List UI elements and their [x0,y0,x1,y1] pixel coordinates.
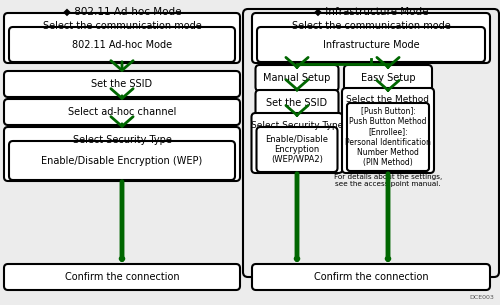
Text: Manual Setup: Manual Setup [264,73,330,83]
Text: Select the Method: Select the Method [346,95,430,105]
Text: Enable/Disable
Encryption
(WEP/WPA2): Enable/Disable Encryption (WEP/WPA2) [266,135,328,164]
Text: 802.11 Ad-hoc Mode: 802.11 Ad-hoc Mode [72,40,172,49]
FancyBboxPatch shape [243,9,499,277]
Text: Set the SSID: Set the SSID [266,98,328,108]
FancyBboxPatch shape [256,65,338,91]
Text: ◆ 802.11 Ad-hoc Mode: ◆ 802.11 Ad-hoc Mode [63,7,181,17]
FancyBboxPatch shape [4,99,240,125]
FancyBboxPatch shape [252,113,342,173]
Text: Confirm the connection: Confirm the connection [314,272,428,282]
FancyBboxPatch shape [256,127,338,172]
Text: Enable/Disable Encryption (WEP): Enable/Disable Encryption (WEP) [42,156,202,166]
Text: Confirm the connection: Confirm the connection [64,272,180,282]
FancyBboxPatch shape [9,27,235,62]
Text: [Push Button]:
Push Button Method
[Enrollee]:
Personal Identification
Number Met: [Push Button]: Push Button Method [Enrol… [345,106,431,167]
Text: Easy Setup: Easy Setup [360,73,416,83]
Text: Select Security Type: Select Security Type [72,135,172,145]
FancyBboxPatch shape [256,90,338,116]
FancyBboxPatch shape [9,141,235,180]
FancyBboxPatch shape [4,264,240,290]
Text: Set the SSID: Set the SSID [92,79,152,89]
FancyBboxPatch shape [252,13,490,63]
Text: Select Security Type: Select Security Type [251,121,343,131]
FancyBboxPatch shape [4,13,240,63]
Text: ◆ Infrastructure Mode: ◆ Infrastructure Mode [314,7,428,17]
FancyBboxPatch shape [342,88,434,173]
FancyBboxPatch shape [257,27,485,62]
Text: Select the communication mode: Select the communication mode [42,21,202,31]
FancyBboxPatch shape [4,71,240,97]
FancyBboxPatch shape [347,103,429,171]
Text: For details about the settings,
see the access point manual.: For details about the settings, see the … [334,174,442,187]
Text: Select the communication mode: Select the communication mode [292,21,450,31]
Text: Infrastructure Mode: Infrastructure Mode [322,40,420,49]
Text: DCE003: DCE003 [469,295,494,300]
FancyBboxPatch shape [4,127,240,181]
Text: Select ad-hoc channel: Select ad-hoc channel [68,107,176,117]
FancyBboxPatch shape [344,65,432,91]
FancyBboxPatch shape [252,264,490,290]
